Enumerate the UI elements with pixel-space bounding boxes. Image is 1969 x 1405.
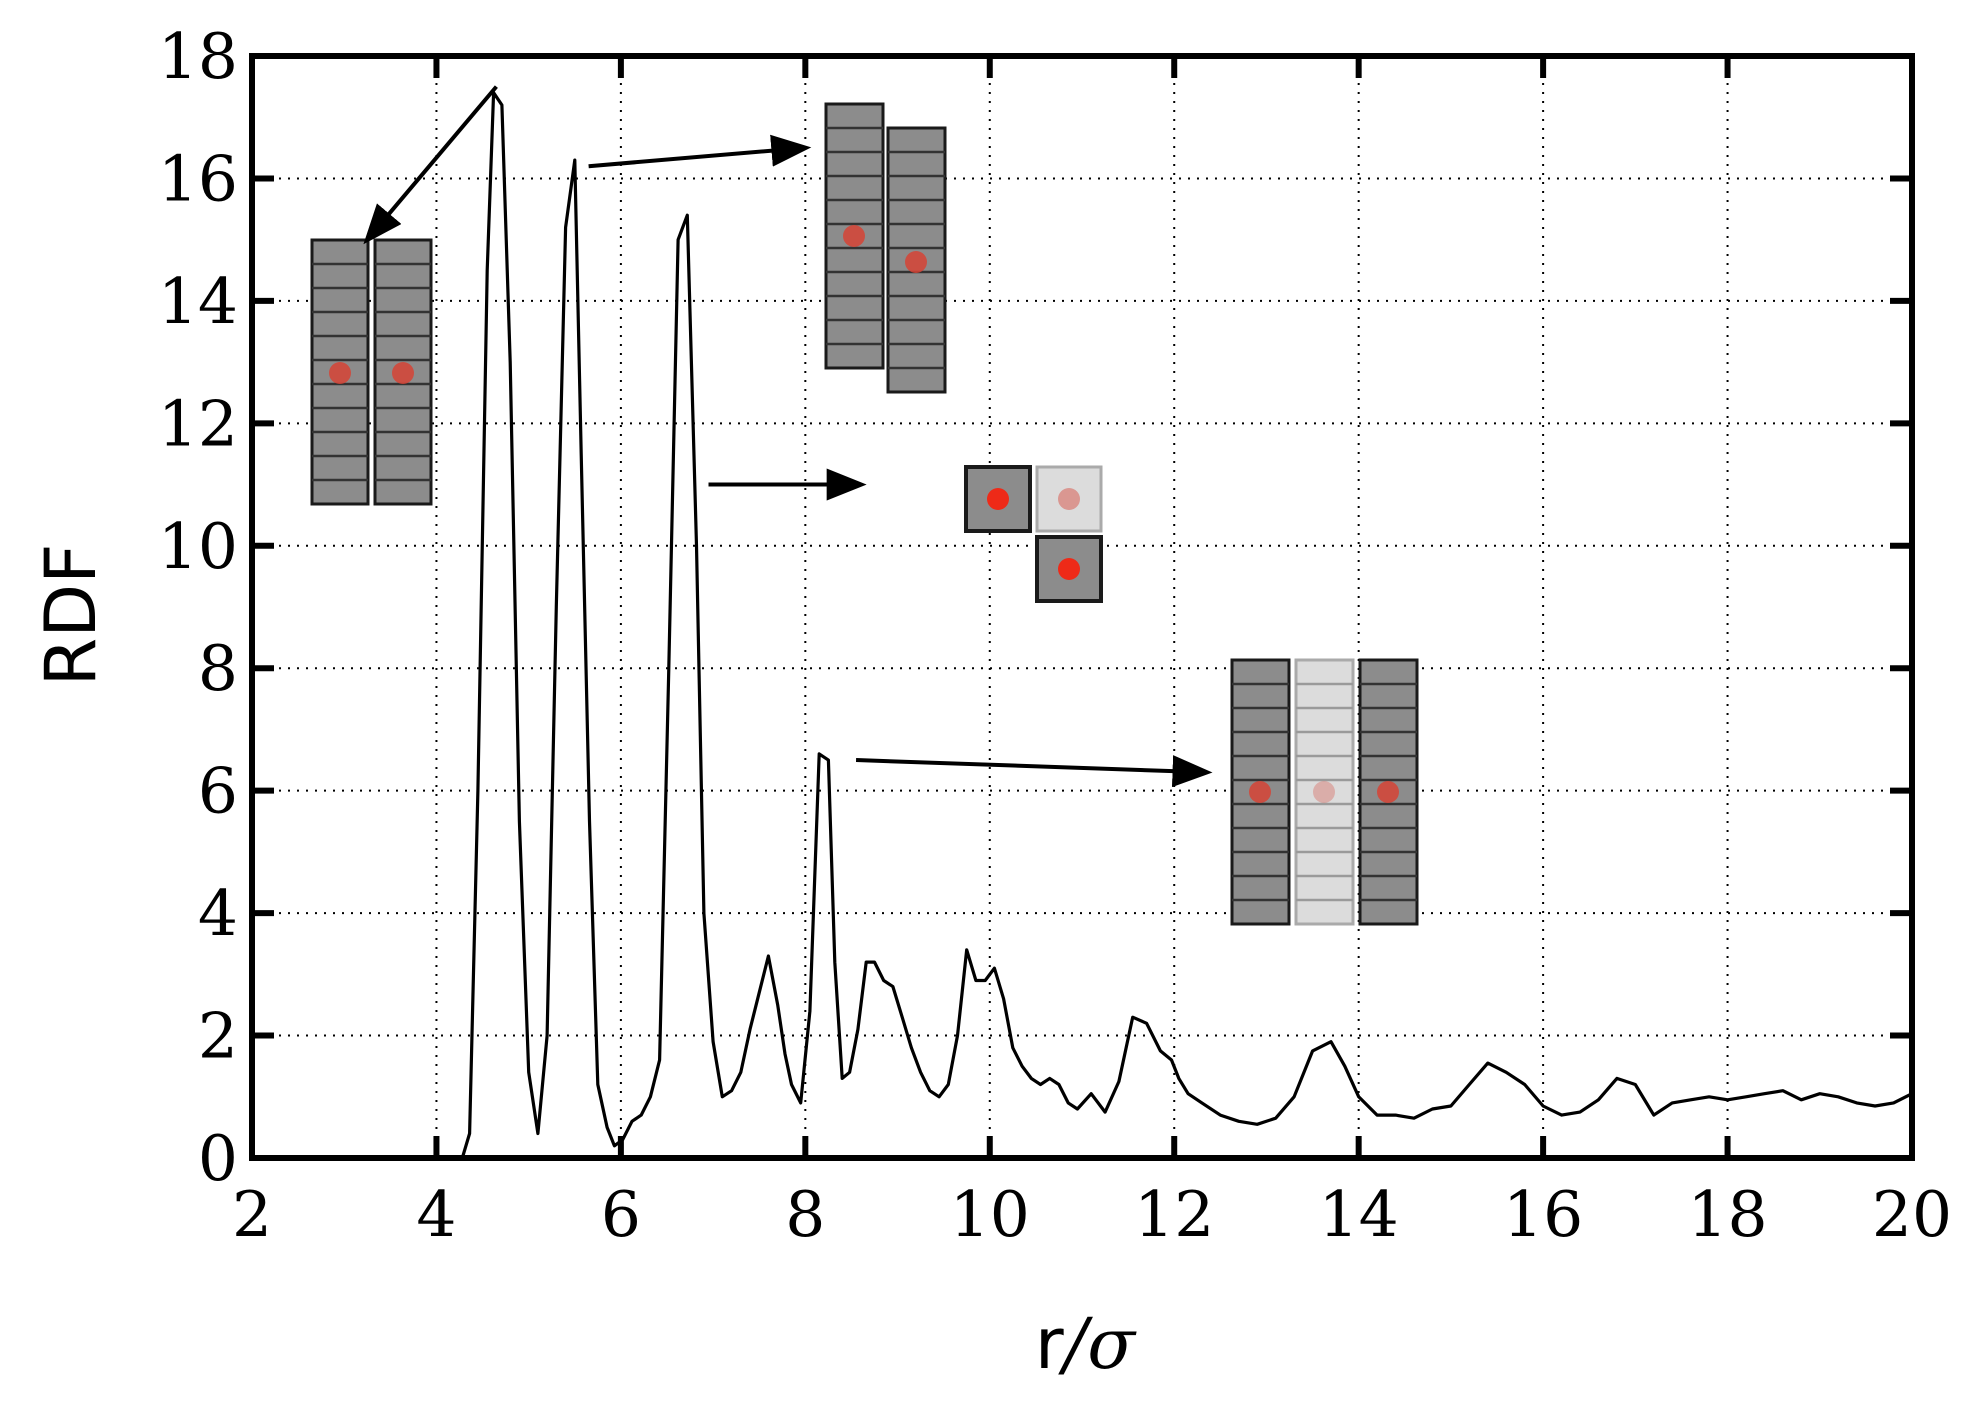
square-cross-section-faded <box>1035 465 1103 533</box>
inset-three-squares-end-on <box>964 465 1103 603</box>
inset-illustrations <box>310 102 1419 926</box>
inset-three-columns-faded-middle <box>1230 658 1419 926</box>
x-tick-label: 10 <box>950 1178 1030 1251</box>
particle-center-dot <box>905 251 927 273</box>
particle-center-dot <box>987 488 1009 510</box>
y-tick-label: 2 <box>198 1000 238 1073</box>
x-tick-label: 18 <box>1687 1178 1767 1251</box>
particle-center-dot <box>843 225 865 247</box>
particle-center-dot <box>392 362 414 384</box>
y-tick-label: 14 <box>158 265 238 338</box>
x-tick-label: 2 <box>232 1178 272 1251</box>
x-tick-label: 16 <box>1503 1178 1583 1251</box>
x-tick-labels: 2 4 6 8 10 12 14 16 18 20 <box>232 1178 1952 1251</box>
y-tick-label: 4 <box>198 877 238 950</box>
plot-frame <box>249 53 1915 1161</box>
particle-center-dot <box>1058 558 1080 580</box>
y-tick-labels: 0 2 4 6 8 10 12 14 16 18 <box>158 20 238 1195</box>
inset-two-parallel-columns-offset <box>824 102 947 394</box>
x-tick-label: 8 <box>785 1178 825 1251</box>
x-tick-label: 12 <box>1134 1178 1214 1251</box>
y-tick-label: 12 <box>158 387 238 460</box>
arrow-two-parallel-columns-offset <box>588 134 812 169</box>
particle-center-dot <box>1377 781 1399 803</box>
y-tick-label: 10 <box>158 510 238 583</box>
y-tick-label: 6 <box>198 755 238 828</box>
column-body <box>1294 658 1355 926</box>
y-tick-label: 8 <box>198 632 238 705</box>
y-tick-label: 0 <box>198 1122 238 1195</box>
axis-ticks <box>249 53 1915 1161</box>
arrow-three-columns-with-faded-middle <box>855 755 1213 788</box>
x-tick-label: 14 <box>1319 1178 1399 1251</box>
particle-center-dot <box>1313 781 1335 803</box>
rdf-series-line <box>460 91 1913 1159</box>
y-tick-label: 16 <box>158 142 238 215</box>
x-tick-label: 6 <box>601 1178 641 1251</box>
particle-center-dot <box>1249 781 1271 803</box>
gridlines <box>252 56 1912 1158</box>
y-axis-label: RDF <box>30 544 112 687</box>
particle-center-dot <box>1058 488 1080 510</box>
y-tick-label: 18 <box>158 20 238 93</box>
x-tick-label: 4 <box>416 1178 456 1251</box>
x-axis-label: r/σ <box>1035 1303 1137 1385</box>
arrow-two-parallel-columns-aligned <box>363 85 498 245</box>
inset-two-parallel-columns-aligned <box>310 238 433 506</box>
x-tick-label: 20 <box>1872 1178 1952 1251</box>
particle-center-dot <box>329 362 351 384</box>
annotation-arrows <box>363 85 1213 788</box>
